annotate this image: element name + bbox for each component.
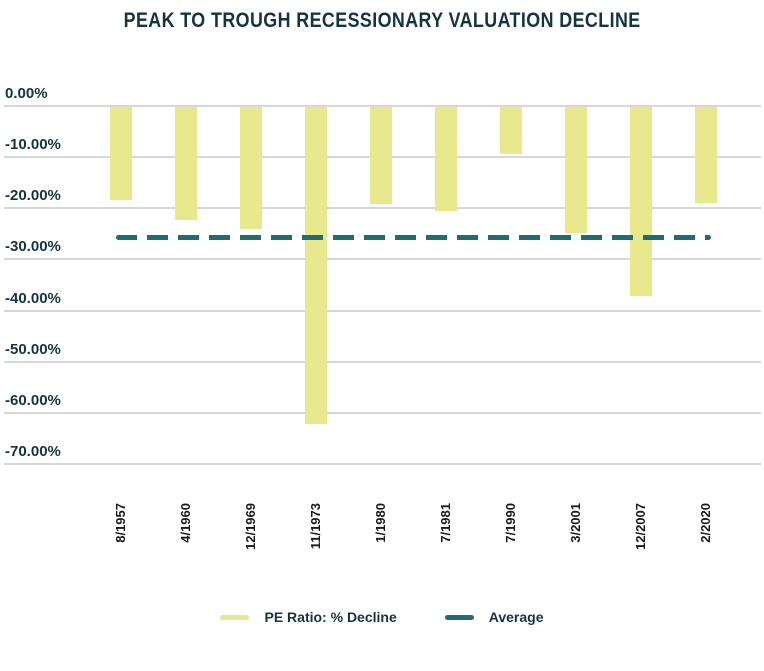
bar-2/2020 (695, 107, 717, 204)
ytick-label--60.00%: -60.00% (5, 391, 61, 409)
legend: PE Ratio: % Decline Average (0, 603, 764, 631)
xtick-label-12/1969: 12/1969 (243, 503, 258, 550)
bar-1/1980 (370, 107, 392, 205)
bar-7/1990 (500, 107, 522, 155)
legend-swatch-pe-ratio (220, 614, 250, 620)
chart-title-text: PEAK TO TROUGH RECESSIONARY VALUATION DE… (123, 9, 641, 32)
xtick-label-12/2007: 12/2007 (633, 503, 648, 550)
chart-title: PEAK TO TROUGH RECESSIONARY VALUATION DE… (0, 9, 764, 33)
bar-7/1981 (435, 107, 457, 211)
gridline--30.00% (4, 258, 761, 261)
ytick-label--30.00%: -30.00% (5, 238, 61, 256)
xtick-label-2/2020: 2/2020 (698, 503, 713, 543)
bar-8/1957 (110, 107, 132, 201)
xtick-label-3/2001: 3/2001 (568, 503, 583, 543)
gridline--60.00% (4, 411, 761, 414)
ytick-label--50.00%: -50.00% (5, 340, 61, 358)
legend-swatch-average (444, 614, 474, 620)
ytick-label--40.00%: -40.00% (5, 289, 61, 307)
xtick-label-8/1957: 8/1957 (113, 503, 128, 543)
legend-label-pe-ratio: PE Ratio: % Decline (264, 609, 397, 625)
gridline--70.00% (4, 462, 761, 465)
xtick-label-7/1990: 7/1990 (503, 503, 518, 543)
legend-label-average: Average (488, 609, 544, 625)
ytick-label--10.00%: -10.00% (5, 136, 61, 154)
gridline--20.00% (4, 207, 761, 210)
xtick-label-4/1960: 4/1960 (178, 503, 193, 543)
gridline-0.00% (4, 105, 761, 108)
gridline--50.00% (4, 360, 761, 363)
ytick-label--70.00%: -70.00% (5, 442, 61, 460)
bar-11/1973 (305, 107, 327, 425)
bar-3/2001 (565, 107, 587, 234)
average-dashed-line (116, 235, 711, 240)
bar-12/1969 (240, 107, 262, 230)
ytick-label--20.00%: -20.00% (5, 187, 61, 205)
xtick-label-11/1973: 11/1973 (308, 503, 323, 550)
xtick-label-1/1980: 1/1980 (373, 503, 388, 543)
xtick-label-7/1981: 7/1981 (438, 503, 453, 543)
bar-4/1960 (175, 107, 197, 221)
bar-12/2007 (630, 107, 652, 297)
ytick-label-0.00%: 0.00% (5, 85, 48, 103)
gridline--40.00% (4, 309, 761, 312)
